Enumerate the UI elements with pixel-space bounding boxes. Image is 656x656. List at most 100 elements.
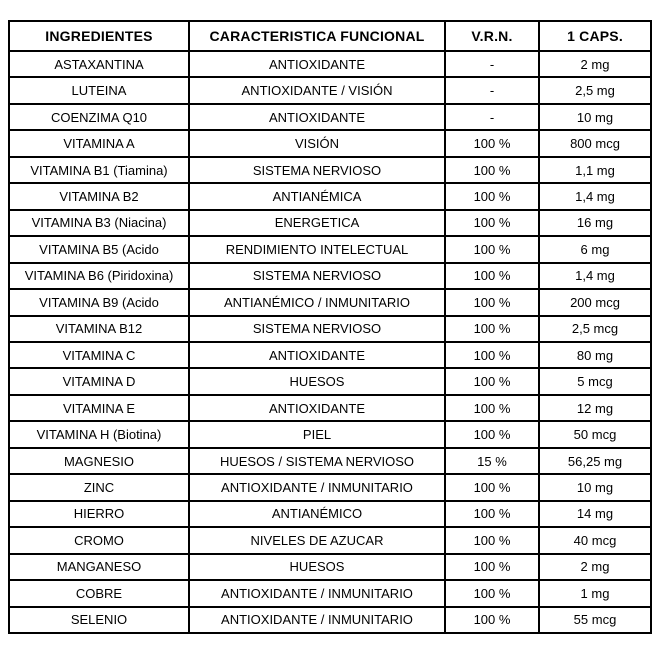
cell-caracteristica-funcional: SISTEMA NERVIOSO (188, 314, 446, 344)
cell-ingrediente: HIERRO (8, 499, 190, 529)
cell-caracteristica-funcional: ANTIANÉMICO (188, 499, 446, 529)
cell-vrn: 100 % (444, 420, 540, 449)
cell-vrn: 100 % (444, 526, 540, 555)
cell-1-caps: 10 mg (538, 102, 652, 132)
table-row: VITAMINA B5 (Acido RENDIMIENTO INTELECTUA… (8, 235, 652, 264)
cell-caracteristica-funcional: ANTIANÉMICO / INMUNITARIO (188, 288, 446, 317)
cell-1-caps: 16 mg (538, 208, 652, 238)
cell-ingrediente: VITAMINA D (8, 367, 190, 396)
cell-vrn: 100 % (444, 393, 540, 423)
cell-caracteristica-funcional: SISTEMA NERVIOSO (188, 155, 446, 185)
cell-ingrediente: VITAMINA B12 (8, 314, 190, 344)
table-row: VITAMINA E ANTIOXIDANTE 100 % 12 mg (8, 393, 652, 423)
table-row: VITAMINA B1 (Tiamina) SISTEMA NERVIOSO 100… (8, 155, 652, 185)
cell-1-caps: 14 mg (538, 499, 652, 529)
table-row: VITAMINA B2 ANTIANÉMICA 100 % 1,4 mg (8, 182, 652, 211)
cell-1-caps: 80 mg (538, 340, 652, 370)
table-row: COENZIMA Q10 ANTIOXIDANTE -10 mg (8, 102, 652, 132)
cell-caracteristica-funcional: PIEL (188, 420, 446, 449)
cell-caracteristica-funcional: HUESOS (188, 552, 446, 582)
cell-vrn: 100 % (444, 367, 540, 396)
cell-vrn: 100 % (444, 499, 540, 529)
cell-vrn: 100 % (444, 208, 540, 238)
cell-vrn: 100 % (444, 579, 540, 608)
cell-ingrediente: COENZIMA Q10 (8, 102, 190, 132)
table-row: CROMO NIVELES DE AZUCAR 100 % 40 mcg (8, 526, 652, 555)
table-row: VITAMINA H (Biotina) PIEL 100 % 50 mcg (8, 420, 652, 449)
cell-1-caps: 12 mg (538, 393, 652, 423)
table-row: LUTEINA ANTIOXIDANTE / VISIÓN -2,5 mg (8, 76, 652, 105)
table-row: VITAMINA B12 SISTEMA NERVIOSO 100 % 2,5 mcg (8, 314, 652, 344)
cell-1-caps: 200 mcg (538, 288, 652, 317)
cell-vrn: 100 % (444, 552, 540, 582)
table-row: MAGNESIO HUESOS / SISTEMA NERVIOSO 15 % 56,… (8, 446, 652, 476)
cell-1-caps: 56,25 mg (538, 446, 652, 476)
cell-caracteristica-funcional: ANTIANÉMICA (188, 182, 446, 211)
cell-vrn: - (444, 76, 540, 105)
cell-caracteristica-funcional: ANTIOXIDANTE (188, 393, 446, 423)
column-header-ingredientes: INGREDIENTES (8, 20, 190, 52)
column-header-caracteristica-funcional: CARACTERISTICA FUNCIONAL (188, 20, 446, 52)
cell-1-caps: 6 mg (538, 235, 652, 264)
column-header-1-caps: 1 CAPS. (538, 20, 652, 52)
table-row: VITAMINA B9 (Acido ANTIANÉMICO / INMUNITA… (8, 288, 652, 317)
cell-vrn: - (444, 102, 540, 132)
cell-1-caps: 55 mcg (538, 605, 652, 635)
cell-1-caps: 5 mcg (538, 367, 652, 396)
cell-caracteristica-funcional: ENERGETICA (188, 208, 446, 238)
cell-1-caps: 1 mg (538, 579, 652, 608)
table-row: ASTAXANTINA ANTIOXIDANTE -2 mg (8, 49, 652, 79)
cell-vrn: 100 % (444, 129, 540, 158)
cell-ingrediente: MAGNESIO (8, 446, 190, 476)
column-header-vrn: V.R.N. (444, 20, 540, 52)
table-row: VITAMINA A VISIÓN 100 % 800 mcg (8, 129, 652, 158)
table-row: COBRE ANTIOXIDANTE / INMUNITARIO 100 % 1 mg (8, 579, 652, 608)
cell-vrn: 100 % (444, 314, 540, 344)
cell-ingrediente: CROMO (8, 526, 190, 555)
cell-caracteristica-funcional: ANTIOXIDANTE / INMUNITARIO (188, 605, 446, 635)
cell-1-caps: 1,1 mg (538, 155, 652, 185)
cell-ingrediente: VITAMINA H (Biotina) (8, 420, 190, 449)
cell-ingrediente: VITAMINA C (8, 340, 190, 370)
cell-caracteristica-funcional: VISIÓN (188, 129, 446, 158)
cell-caracteristica-funcional: ANTIOXIDANTE / INMUNITARIO (188, 579, 446, 608)
cell-ingrediente: ASTAXANTINA (8, 49, 190, 79)
table-header-row: INGREDIENTES CARACTERISTICA FUNCIONAL V.R.… (8, 20, 652, 52)
table-body: ASTAXANTINA ANTIOXIDANTE -2 mg LUTEINA ANTIO… (8, 49, 652, 635)
cell-1-caps: 800 mcg (538, 129, 652, 158)
table-row: MANGANESO HUESOS 100 % 2 mg (8, 552, 652, 582)
cell-caracteristica-funcional: ANTIOXIDANTE (188, 102, 446, 132)
cell-ingrediente: VITAMINA E (8, 393, 190, 423)
cell-ingrediente: COBRE (8, 579, 190, 608)
cell-vrn: 15 % (444, 446, 540, 476)
cell-ingrediente: VITAMINA A (8, 129, 190, 158)
cell-1-caps: 10 mg (538, 473, 652, 502)
cell-ingrediente: LUTEINA (8, 76, 190, 105)
table-row: VITAMINA B3 (Niacina) ENERGETICA 100 % 16 m… (8, 208, 652, 238)
cell-ingrediente: VITAMINA B6 (Piridoxina) (8, 261, 190, 291)
cell-ingrediente: VITAMINA B1 (Tiamina) (8, 155, 190, 185)
cell-caracteristica-funcional: NIVELES DE AZUCAR (188, 526, 446, 555)
cell-vrn: 100 % (444, 473, 540, 502)
cell-caracteristica-funcional: RENDIMIENTO INTELECTUAL (188, 235, 446, 264)
cell-1-caps: 2,5 mcg (538, 314, 652, 344)
cell-1-caps: 50 mcg (538, 420, 652, 449)
cell-vrn: 100 % (444, 605, 540, 635)
cell-ingrediente: VITAMINA B3 (Niacina) (8, 208, 190, 238)
cell-1-caps: 2,5 mg (538, 76, 652, 105)
cell-1-caps: 2 mg (538, 552, 652, 582)
cell-vrn: 100 % (444, 155, 540, 185)
cell-1-caps: 40 mcg (538, 526, 652, 555)
cell-vrn: 100 % (444, 182, 540, 211)
cell-ingrediente: VITAMINA B9 (Acido (8, 288, 190, 317)
cell-ingrediente: ZINC (8, 473, 190, 502)
table-row: ZINC ANTIOXIDANTE / INMUNITARIO 100 % 10 mg (8, 473, 652, 502)
table-row: SELENIO ANTIOXIDANTE / INMUNITARIO 100 % 55… (8, 605, 652, 635)
cell-caracteristica-funcional: SISTEMA NERVIOSO (188, 261, 446, 291)
cell-caracteristica-funcional: ANTIOXIDANTE (188, 340, 446, 370)
table-row: VITAMINA B6 (Piridoxina) SISTEMA NERVIOSO… (8, 261, 652, 291)
cell-ingrediente: SELENIO (8, 605, 190, 635)
cell-caracteristica-funcional: HUESOS / SISTEMA NERVIOSO (188, 446, 446, 476)
cell-ingrediente: VITAMINA B5 (Acido (8, 235, 190, 264)
